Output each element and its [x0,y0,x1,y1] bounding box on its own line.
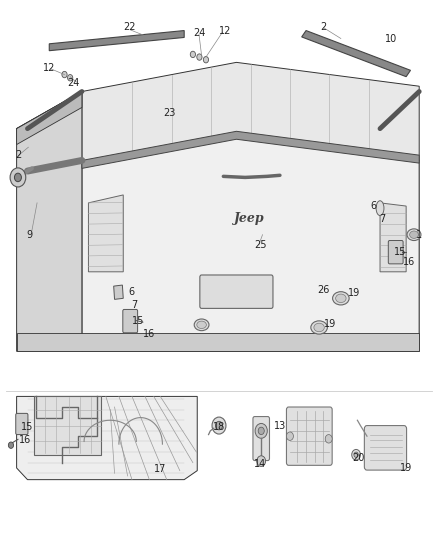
Ellipse shape [336,294,346,303]
Text: 14: 14 [254,459,266,469]
Circle shape [215,421,223,430]
Circle shape [8,442,14,448]
Polygon shape [82,136,419,351]
Text: 10: 10 [385,34,397,44]
FancyBboxPatch shape [364,425,406,470]
Text: 25: 25 [254,240,267,251]
Ellipse shape [194,319,209,330]
Text: 22: 22 [124,22,136,32]
Ellipse shape [376,201,384,216]
FancyBboxPatch shape [200,275,273,309]
Text: 15: 15 [132,316,145,326]
Ellipse shape [197,321,206,328]
Polygon shape [17,92,82,351]
Text: 2: 2 [320,22,327,32]
Polygon shape [17,397,197,480]
Ellipse shape [410,231,418,238]
Text: 24: 24 [193,28,205,38]
Text: 6: 6 [128,287,134,297]
FancyBboxPatch shape [253,417,269,461]
Text: 26: 26 [317,285,330,295]
Bar [34,397,102,455]
Circle shape [354,452,358,457]
Circle shape [325,434,332,443]
Polygon shape [302,30,410,77]
Text: 1: 1 [416,230,422,240]
Circle shape [190,51,195,58]
Polygon shape [17,333,419,351]
Circle shape [212,417,226,434]
Polygon shape [49,30,184,51]
Circle shape [255,423,267,438]
Text: 7: 7 [379,214,385,224]
Text: 19: 19 [348,288,360,298]
Circle shape [62,71,67,78]
Ellipse shape [314,323,324,332]
Text: 19: 19 [400,463,412,473]
Circle shape [286,432,293,440]
Ellipse shape [332,292,349,305]
Text: 6: 6 [371,200,377,211]
Text: 19: 19 [324,319,336,329]
Text: 24: 24 [67,77,79,87]
Polygon shape [114,285,123,300]
Text: 20: 20 [352,454,364,463]
FancyBboxPatch shape [286,407,332,465]
FancyBboxPatch shape [123,310,138,333]
Text: 12: 12 [43,63,56,72]
Circle shape [10,168,26,187]
Text: 13: 13 [274,421,286,431]
Text: 9: 9 [27,230,33,240]
Text: 12: 12 [219,26,232,36]
Text: 15: 15 [21,422,34,432]
Circle shape [203,56,208,63]
FancyBboxPatch shape [389,240,403,264]
Text: 2: 2 [15,150,21,160]
Text: 23: 23 [163,108,175,118]
Ellipse shape [407,229,421,240]
Text: 15: 15 [394,247,406,257]
Circle shape [352,449,360,460]
Polygon shape [88,195,123,272]
Text: 16: 16 [143,329,155,339]
Circle shape [67,75,73,81]
Ellipse shape [311,321,327,334]
Text: Jeep: Jeep [234,212,265,225]
Polygon shape [17,92,82,144]
Text: 7: 7 [131,300,137,310]
Text: 16: 16 [403,257,415,267]
Polygon shape [82,62,419,166]
Text: 16: 16 [19,435,32,445]
FancyBboxPatch shape [16,414,28,434]
Circle shape [257,456,265,466]
Circle shape [14,173,21,182]
Circle shape [197,54,202,60]
Polygon shape [380,203,406,272]
Text: 18: 18 [213,422,225,432]
Polygon shape [82,131,419,168]
Text: 17: 17 [154,464,166,474]
Circle shape [258,427,264,434]
